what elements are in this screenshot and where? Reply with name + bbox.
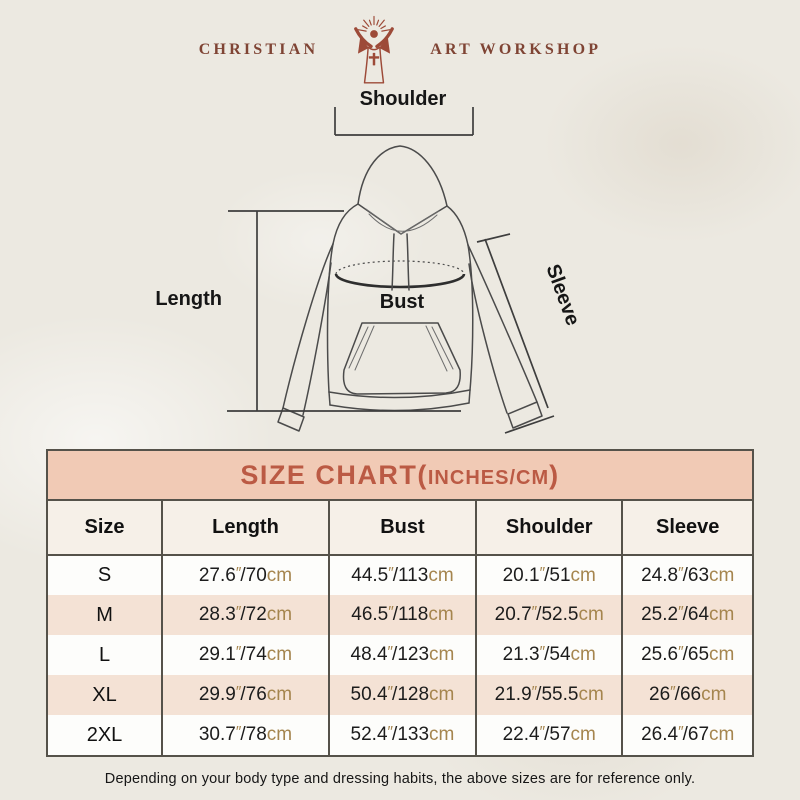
- header-row: Size Length Bust Shoulder Sleeve: [48, 501, 752, 556]
- bust-cell: 46.5″/118cm: [327, 595, 477, 635]
- title-paren-close: ): [549, 460, 560, 490]
- table-row: 2XL 30.7″/78cm 52.4″/133cm 22.4″/57cm 26.4″/…: [48, 715, 752, 755]
- shoulder-cell: 20.7″/52.5cm: [475, 595, 623, 635]
- hoodie-diagram-svg: Shoulder Length Bust Sleeve: [155, 88, 584, 434]
- col-header-length: Length: [161, 501, 329, 556]
- bust-cell: 50.4″/128cm: [327, 675, 477, 715]
- sleeve-cell: 24.8″/63cm: [621, 555, 752, 595]
- jesus-with-rays-and-cross-icon: [354, 15, 395, 84]
- bust-cell: 48.4″/123cm: [327, 635, 477, 675]
- title-main: SIZE CHART: [240, 460, 418, 490]
- col-header-size: Size: [48, 501, 163, 556]
- shoulder-cell: 20.1″/51cm: [475, 555, 623, 595]
- size-table-body: S 27.6″/70cm 44.5″/113cm 20.1″/51cm 24.8″/63…: [48, 555, 752, 755]
- bust-label: Bust: [380, 291, 425, 313]
- brand-logo: CHRISTIAN ART WORKSHOP: [0, 0, 800, 86]
- title-units: INCHES/CM: [427, 467, 550, 489]
- length-label: Length: [155, 288, 222, 310]
- length-cell: 29.9″/76cm: [161, 675, 329, 715]
- table-row: M 28.3″/72cm 46.5″/118cm 20.7″/52.5cm 25.2″/…: [48, 595, 752, 635]
- measurement-lines: [227, 107, 555, 434]
- sleeve-label: Sleeve: [541, 261, 583, 328]
- size-cell: M: [48, 595, 163, 635]
- table-row: XL 29.9″/76cm 50.4″/128cm 21.9″/55.5cm 26″/6…: [48, 675, 752, 715]
- table-row: L 29.1″/74cm 48.4″/123cm 21.3″/54cm 25.6″/65…: [48, 635, 752, 675]
- bust-cell: 52.4″/133cm: [327, 715, 477, 755]
- length-cell: 28.3″/72cm: [161, 595, 329, 635]
- brand-name-right: ART WORKSHOP: [430, 40, 602, 58]
- length-cell: 27.6″/70cm: [161, 555, 329, 595]
- hoodie-outline: [277, 145, 543, 432]
- size-table: Size Length Bust Shoulder Sleeve S 27.6″/…: [48, 501, 752, 755]
- sleeve-cell: 26″/66cm: [621, 675, 752, 715]
- sleeve-cell: 26.4″/67cm: [621, 715, 752, 755]
- size-chart-section: SIZE CHART(INCHES/CM) Size Length Bust S…: [46, 449, 754, 757]
- sleeve-cell: 25.2″/64cm: [621, 595, 752, 635]
- table-row: S 27.6″/70cm 44.5″/113cm 20.1″/51cm 24.8″/63…: [48, 555, 752, 595]
- shoulder-label: Shoulder: [360, 88, 447, 110]
- length-cell: 30.7″/78cm: [161, 715, 329, 755]
- sleeve-cell: 25.6″/65cm: [621, 635, 752, 675]
- col-header-shoulder: Shoulder: [475, 501, 623, 556]
- size-cell: S: [97, 564, 112, 586]
- shoulder-cell: 21.3″/54cm: [475, 635, 623, 675]
- size-cell: XL: [48, 675, 163, 715]
- hoodie-measurement-diagram: Shoulder Length Bust Sleeve: [0, 86, 800, 446]
- col-header-bust: Bust: [327, 501, 477, 556]
- title-paren-open: (: [417, 460, 428, 490]
- shoulder-cell: 22.4″/57cm: [475, 715, 623, 755]
- size-chart-title: SIZE CHART(INCHES/CM): [48, 451, 752, 501]
- bust-cell: 44.5″/113cm: [327, 555, 477, 595]
- shoulder-cell: 21.9″/55.5cm: [475, 675, 623, 715]
- col-header-sleeve: Sleeve: [621, 501, 752, 556]
- disclaimer-note: Depending on your body type and dressing…: [104, 771, 696, 787]
- size-cell: L: [98, 643, 111, 666]
- length-cell: 29.1″/74cm: [161, 635, 329, 675]
- brand-name-left: CHRISTIAN: [198, 40, 319, 58]
- size-cell: 2XL: [86, 723, 123, 746]
